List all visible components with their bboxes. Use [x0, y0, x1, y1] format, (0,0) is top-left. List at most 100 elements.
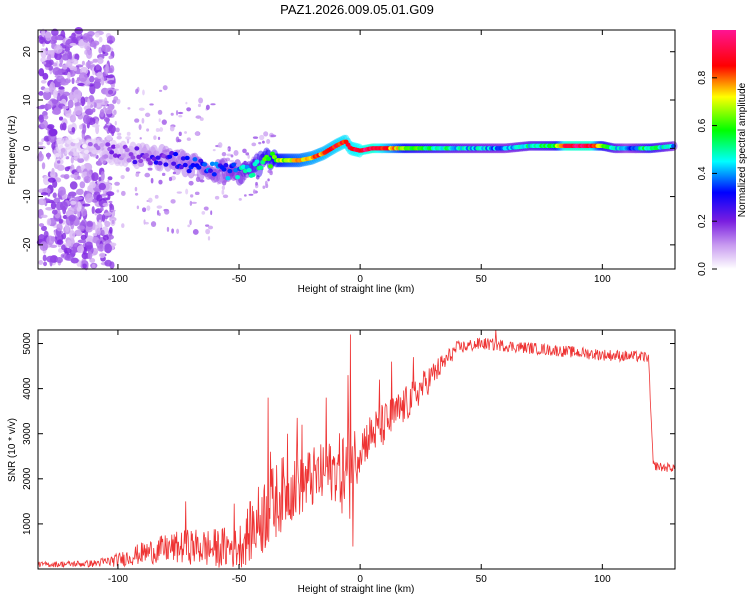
- noise-blob: [143, 219, 146, 225]
- ridge-core: [126, 158, 132, 163]
- noise-blob: [270, 134, 277, 138]
- noise-blob: [102, 197, 109, 201]
- noise-blob: [65, 38, 74, 49]
- noise-blob: [63, 247, 72, 254]
- noise-blob: [74, 26, 84, 35]
- noise-blob: [166, 226, 170, 232]
- noise-blob: [62, 53, 70, 61]
- noise-blob: [71, 36, 78, 42]
- noise-blob: [38, 259, 44, 265]
- ridge-core: [221, 167, 227, 172]
- noise-blob: [247, 154, 250, 159]
- noise-blob: [38, 141, 44, 146]
- noise-blob: [177, 139, 182, 143]
- noise-blob: [189, 200, 193, 206]
- noise-blob: [230, 154, 234, 158]
- noise-blob: [170, 199, 176, 204]
- noise-blob: [201, 210, 206, 215]
- noise-blob: [62, 91, 70, 97]
- noise-blob: [210, 103, 216, 106]
- noise-blob: [80, 234, 87, 241]
- ridge-core: [250, 172, 256, 178]
- ridge-core: [68, 151, 74, 156]
- noise-blob: [58, 116, 64, 121]
- noise-blob: [217, 142, 223, 148]
- noise-blob: [259, 134, 265, 141]
- noise-blob: [252, 136, 259, 139]
- noise-blob: [134, 186, 138, 192]
- ridge-core: [124, 147, 130, 153]
- snr-x-tick-label: -50: [232, 574, 247, 585]
- snr-x-axis-title: Height of straight line (km): [298, 584, 415, 595]
- noise-blob: [126, 138, 130, 144]
- noise-blob: [99, 252, 106, 259]
- noise-blob: [150, 177, 154, 184]
- noise-blob: [120, 190, 126, 196]
- noise-blob: [114, 181, 120, 186]
- noise-blob: [102, 44, 111, 53]
- colorbar: 0.0 0.2 0.4 0.6 0.8 Normalized spectral ampl…: [697, 30, 748, 276]
- colorbar-tick-label: 0.0: [697, 262, 708, 276]
- noise-blob: [199, 117, 204, 121]
- noise-blob: [43, 90, 52, 101]
- ridge-core: [83, 149, 89, 155]
- noise-blob: [86, 220, 94, 228]
- noise-blob: [37, 152, 44, 162]
- noise-blob: [195, 115, 202, 119]
- snr-y-tick-label: 4000: [22, 377, 33, 400]
- spectrogram-x-axis: -100 -50 0 50 100: [108, 30, 611, 285]
- noise-blob: [101, 213, 106, 222]
- ridge-core: [235, 175, 241, 180]
- noise-blob: [134, 192, 139, 196]
- noise-blob: [94, 99, 103, 104]
- ridge-core: [95, 145, 101, 151]
- noise-blob: [58, 86, 65, 90]
- spectrogram-x-tick-label: 50: [476, 274, 488, 285]
- noise-blob: [116, 189, 120, 193]
- noise-blob: [97, 57, 104, 65]
- noise-blob: [36, 105, 45, 110]
- snr-plot-area: [38, 330, 675, 569]
- ridge-core: [91, 149, 97, 155]
- noise-blob: [69, 42, 77, 47]
- noise-blob: [144, 112, 151, 118]
- noise-blob: [117, 132, 122, 136]
- ridge-core: [111, 144, 117, 149]
- noise-blob: [262, 185, 266, 189]
- figure-title: PAZ1.2026.009.05.01.G09: [280, 2, 434, 17]
- noise-blob: [41, 28, 46, 38]
- noise-blob: [45, 206, 54, 211]
- noise-blob: [95, 64, 101, 71]
- ridge-core: [105, 142, 111, 147]
- ridge-core: [130, 155, 136, 160]
- noise-blob: [82, 114, 91, 124]
- noise-blob: [164, 209, 170, 215]
- ridge-core: [153, 160, 159, 165]
- noise-blob: [59, 81, 69, 86]
- noise-blob: [38, 91, 44, 96]
- noise-blob: [72, 111, 76, 121]
- ridge-core: [161, 153, 167, 159]
- noise-blob: [91, 108, 96, 113]
- noise-blob: [146, 128, 150, 132]
- noise-blob: [135, 88, 139, 94]
- noise-blob: [204, 206, 209, 211]
- noise-blob: [192, 228, 199, 235]
- noise-blob: [71, 77, 75, 85]
- noise-blob: [144, 221, 149, 225]
- noise-blob: [144, 172, 151, 178]
- noise-blob: [189, 194, 194, 198]
- ridge-core: [60, 147, 66, 153]
- noise-blob: [63, 173, 70, 180]
- noise-blob: [154, 194, 159, 199]
- noise-blob: [146, 205, 151, 211]
- noise-blob: [93, 101, 97, 109]
- noise-blob: [79, 124, 83, 130]
- noise-blob: [207, 236, 211, 241]
- noise-blob: [98, 36, 103, 43]
- noise-blob: [102, 202, 109, 207]
- ridge-core: [240, 164, 246, 170]
- spectrogram-x-tick-label: 100: [594, 274, 611, 285]
- noise-blob: [59, 201, 68, 211]
